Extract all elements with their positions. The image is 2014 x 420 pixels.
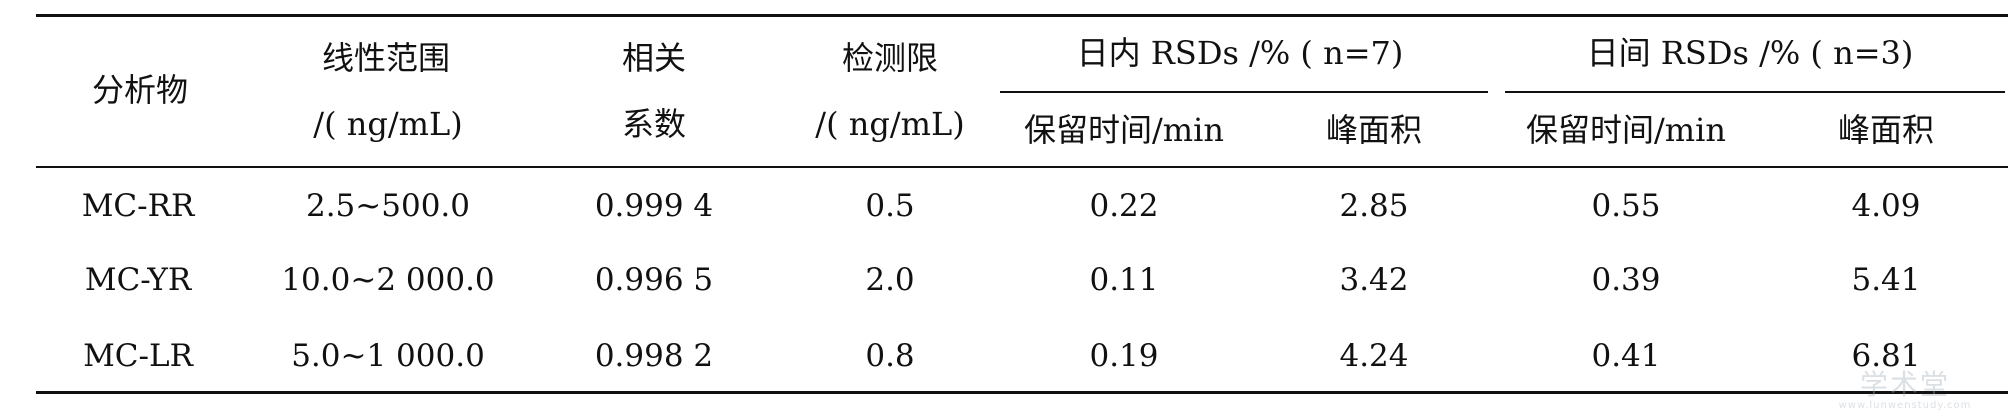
watermark-text: 学术堂: [1859, 368, 1950, 401]
row-mc-yr-intra-retention-time: 0.11: [1089, 262, 1159, 298]
table-top-rule: [36, 14, 2008, 17]
row-mc-yr-analyte: MC-YR: [84, 262, 192, 298]
row-mc-rr-detection-limit: 0.5: [865, 188, 915, 224]
header-detection-limit-unit: /( ng/mL): [815, 105, 965, 143]
header-linear-range: 线性范围: [321, 39, 451, 77]
header-correlation-line1: 相关: [621, 39, 687, 77]
header-inter-peak-area: 峰面积: [1837, 111, 1935, 149]
row-mc-yr-inter-peak-area: 5.41: [1851, 262, 1921, 298]
header-correlation-line2: 系数: [621, 105, 687, 143]
row-mc-yr-linear-range: 10.0~2 000.0: [281, 262, 495, 298]
row-mc-lr-intra-retention-time: 0.19: [1089, 338, 1159, 374]
row-mc-lr-linear-range: 5.0~1 000.0: [291, 338, 485, 374]
table-header-rule: [36, 166, 2008, 168]
header-intra-retention-time: 保留时间/min: [1024, 111, 1224, 149]
watermark-subtext: www.lunwenstudy.com: [1838, 400, 1972, 411]
inter-day-group-rule: [1505, 91, 2005, 93]
header-detection-limit: 检测限: [841, 39, 939, 77]
row-mc-lr-correlation: 0.998 2: [594, 338, 714, 374]
row-mc-rr-linear-range: 2.5~500.0: [305, 188, 471, 224]
header-inter-retention-time: 保留时间/min: [1526, 111, 1726, 149]
row-mc-lr-analyte: MC-LR: [83, 338, 193, 374]
row-mc-yr-detection-limit: 2.0: [865, 262, 915, 298]
row-mc-rr-correlation: 0.999 4: [594, 188, 714, 224]
row-mc-rr-intra-peak-area: 2.85: [1339, 188, 1409, 224]
header-linear-range-unit: /( ng/mL): [313, 105, 463, 143]
row-mc-lr-intra-peak-area: 4.24: [1339, 338, 1409, 374]
row-mc-yr-intra-peak-area: 3.42: [1339, 262, 1409, 298]
table-bottom-rule: [36, 391, 2008, 394]
header-analyte: 分析物: [91, 71, 189, 109]
row-mc-rr-intra-retention-time: 0.22: [1089, 188, 1159, 224]
row-mc-lr-inter-peak-area: 6.81: [1851, 338, 1921, 374]
row-mc-yr-correlation: 0.996 5: [594, 262, 714, 298]
row-mc-rr-analyte: MC-RR: [81, 188, 195, 224]
intra-day-group-rule: [1000, 91, 1488, 93]
row-mc-lr-detection-limit: 0.8: [865, 338, 915, 374]
row-mc-yr-inter-retention-time: 0.39: [1591, 262, 1661, 298]
row-mc-rr-inter-retention-time: 0.55: [1591, 188, 1661, 224]
header-inter-day-rsd: 日间 RSDs /% ( n=3): [1586, 34, 1914, 72]
row-mc-lr-inter-retention-time: 0.41: [1591, 338, 1661, 374]
row-mc-rr-inter-peak-area: 4.09: [1851, 188, 1921, 224]
header-intra-peak-area: 峰面积: [1325, 111, 1423, 149]
header-intra-day-rsd: 日内 RSDs /% ( n=7): [1076, 34, 1404, 72]
watermark-logo: 学术堂 www.lunwenstudy.com: [1820, 370, 1990, 414]
